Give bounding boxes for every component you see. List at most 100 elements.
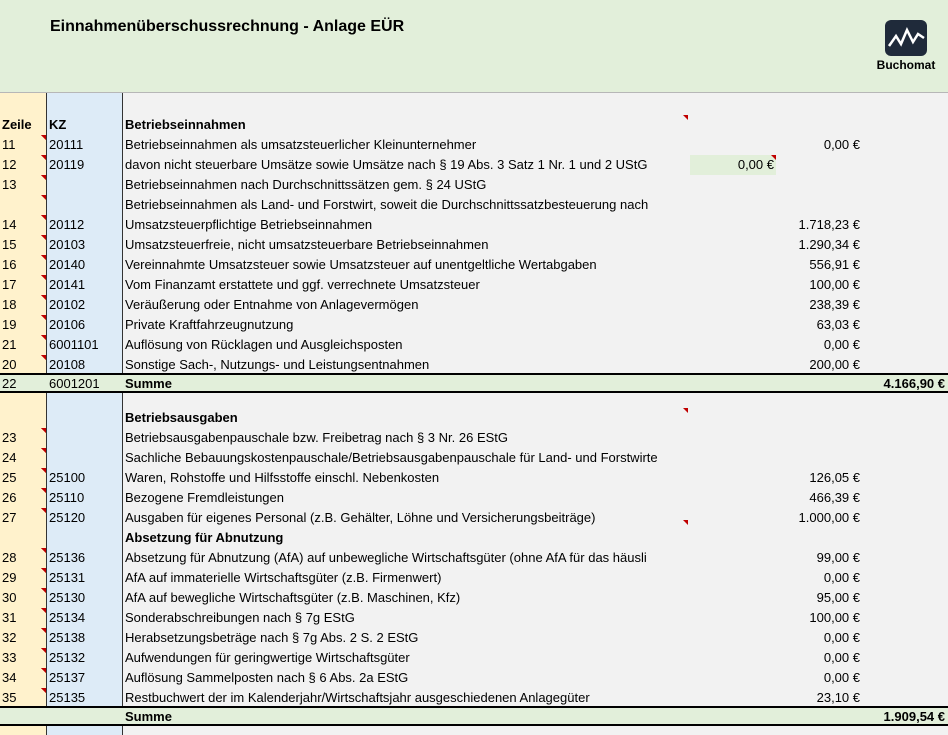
comment-marker (683, 408, 688, 413)
zeile: 12 (2, 157, 17, 172)
comment-marker (41, 548, 46, 553)
amount: 0,00 € (823, 137, 860, 152)
comment-marker (41, 428, 46, 433)
comment-marker (41, 488, 46, 493)
zeile: 29 (2, 570, 17, 585)
zeile: 13 (2, 177, 17, 192)
kz: 6001201 (49, 376, 100, 391)
comment-marker (41, 135, 46, 140)
zeile: 24 (2, 450, 17, 465)
description: Ausgaben für eigenes Personal (z.B. Gehä… (125, 510, 596, 525)
sum-row (0, 706, 948, 726)
kz: 25138 (49, 630, 86, 645)
amount: 23,10 € (816, 690, 860, 705)
sub-amount: 0,00 € (737, 157, 774, 172)
comment-marker (41, 315, 46, 320)
zeile: 33 (2, 650, 17, 665)
kz: 25130 (49, 590, 86, 605)
zeile: 11 (2, 137, 16, 152)
description: Umsatzsteuerpflichtige Betriebseinnahmen (125, 217, 373, 232)
zeile: 32 (2, 630, 17, 645)
description: Umsatzsteuerfreie, nicht umsatzsteuerbar… (125, 237, 489, 252)
comment-marker (41, 275, 46, 280)
description: Waren, Rohstoffe und Hilfsstoffe einschl… (125, 470, 440, 485)
section-heading: Betriebsausgaben (125, 410, 238, 425)
amount: 556,91 € (809, 257, 860, 272)
comment-marker (41, 448, 46, 453)
amount: 0,00 € (823, 337, 860, 352)
comment-marker (41, 235, 46, 240)
column-border (46, 93, 47, 735)
kz: 6001101 (49, 337, 99, 352)
kz: 25120 (49, 510, 86, 525)
sum-amount: 1.909,54 € (883, 709, 945, 724)
kz: 20112 (49, 217, 85, 232)
sum-label: Summe (125, 709, 172, 724)
amount: 466,39 € (809, 490, 860, 505)
amount: 126,05 € (809, 470, 860, 485)
comment-marker (41, 628, 46, 633)
kz: 20140 (49, 257, 86, 272)
amount: 100,00 € (809, 277, 860, 292)
kz: 25135 (49, 690, 86, 705)
description: Herabsetzungsbeträge nach § 7g Abs. 2 S.… (125, 630, 419, 645)
comment-marker (41, 588, 46, 593)
zeile: 16 (2, 257, 17, 272)
comment-marker (683, 520, 688, 525)
kz-header: KZ (49, 117, 67, 132)
amount: 238,39 € (809, 297, 860, 312)
comment-marker (41, 155, 46, 160)
sum-row (0, 373, 948, 393)
kz: 25131 (49, 570, 86, 585)
description: Sonstige Sach-, Nutzungs- und Leistungse… (125, 357, 430, 372)
description: AfA auf immaterielle Wirtschaftsgüter (z… (125, 570, 442, 585)
zeile: 19 (2, 317, 17, 332)
comment-marker (41, 295, 46, 300)
amount: 1.718,23 € (798, 217, 860, 232)
amount: 0,00 € (823, 630, 860, 645)
section-heading: Betriebseinnahmen (125, 117, 246, 132)
zeile: 15 (2, 237, 17, 252)
zeile: 23 (2, 430, 17, 445)
column-border (122, 93, 123, 735)
amount: 1.290,34 € (798, 237, 860, 252)
description: Vereinnahmte Umsatzsteuer sowie Umsatzst… (125, 257, 597, 272)
input-cell (690, 155, 776, 175)
kz: 25137 (49, 670, 86, 685)
kz: 25134 (49, 610, 86, 625)
zeile: 18 (2, 297, 17, 312)
comment-marker (41, 608, 46, 613)
comment-marker (41, 355, 46, 360)
comment-marker (41, 648, 46, 653)
header-band: Einnahmenüberschussrechnung - Anlage EÜR… (0, 0, 948, 93)
description: Bezogene Fremdleistungen (125, 490, 284, 505)
description: Betriebseinnahmen als umsatzsteuerlicher… (125, 137, 477, 152)
kz: 20103 (49, 237, 86, 252)
description: Auflösung von Rücklagen und Ausgleichspo… (125, 337, 403, 352)
description: davon nicht steuerbare Umsätze sowie Ums… (125, 157, 648, 172)
amount: 100,00 € (809, 610, 860, 625)
zeile: 22 (2, 376, 17, 391)
description: Veräußerung oder Entnahme von Anlageverm… (125, 297, 419, 312)
amount: 63,03 € (816, 317, 860, 332)
kz: 20106 (49, 317, 86, 332)
comment-marker (41, 668, 46, 673)
sum-amount: 4.166,90 € (883, 376, 945, 391)
comment-marker (41, 195, 46, 200)
zeile-column (0, 93, 46, 735)
amount: 95,00 € (816, 590, 860, 605)
zeile: 26 (2, 490, 17, 505)
zeile: 20 (2, 357, 17, 372)
amount: 0,00 € (823, 570, 860, 585)
logo-icon (885, 20, 927, 56)
description: Sonderabschreibungen nach § 7g EStG (125, 610, 355, 625)
amount: 0,00 € (823, 650, 860, 665)
subheading: Absetzung für Abnutzung (125, 530, 284, 545)
amount: 1.000,00 € (798, 510, 860, 525)
logo-text: Buchomat (876, 58, 936, 72)
zeile: 21 (2, 337, 17, 352)
description: AfA auf bewegliche Wirtschaftsgüter (z.B… (125, 590, 461, 605)
comment-marker (683, 115, 688, 120)
description: Absetzung für Abnutzung (AfA) auf unbewe… (125, 550, 647, 565)
zeile: 17 (2, 277, 17, 292)
